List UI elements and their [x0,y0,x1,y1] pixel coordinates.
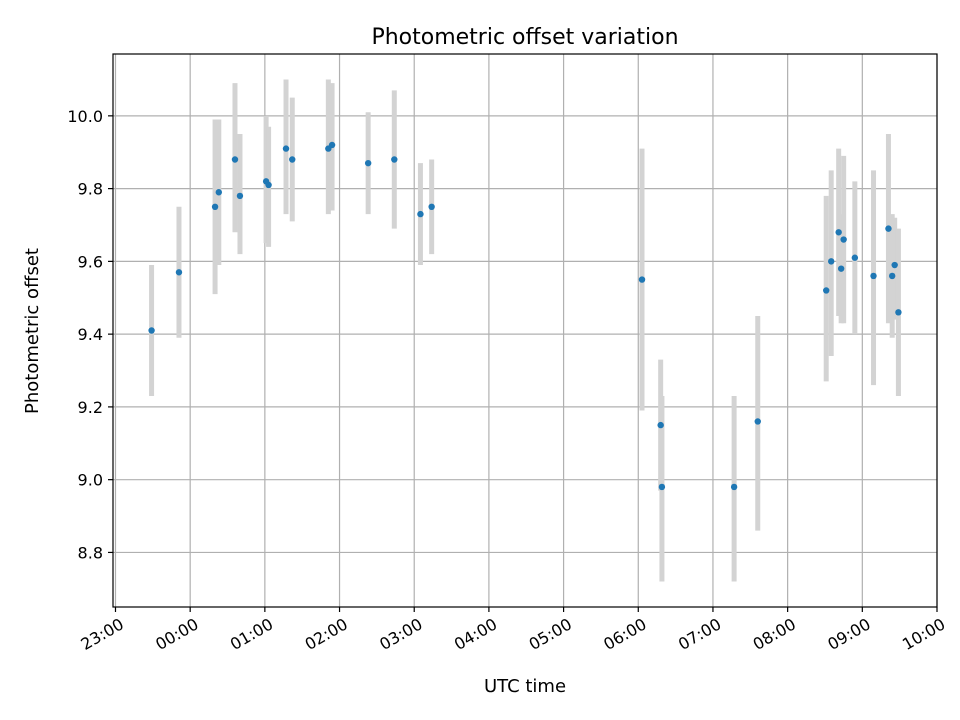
data-point [835,229,842,236]
data-point [837,265,845,272]
data-point [888,272,896,280]
y-tick-label: 9.6 [78,252,103,271]
data-point [175,269,183,276]
data-point [754,418,761,425]
point-layer [148,141,902,491]
y-tick-label: 9.4 [78,325,103,344]
data-point [870,272,877,280]
data-point [211,203,219,211]
data-point [730,483,738,491]
data-point [658,483,666,491]
data-point [282,145,290,152]
data-point [265,181,272,189]
data-point [417,210,424,218]
data-point [236,192,244,200]
y-tick-label: 9.2 [78,398,103,417]
data-point [823,287,830,294]
data-point [328,141,336,149]
data-point [231,156,239,163]
data-point [827,258,835,265]
chart-title: Photometric offset variation [371,25,678,50]
data-point [885,225,892,232]
y-tick-label: 10.0 [67,107,103,126]
data-point [657,421,664,429]
data-point [638,276,646,283]
data-point [891,261,898,269]
data-point [215,189,223,196]
data-point [840,236,847,243]
y-tick-label: 8.8 [78,543,103,562]
data-point [148,327,155,334]
y-tick-label: 9.0 [78,471,103,490]
data-point [289,156,296,163]
data-point [895,309,902,316]
x-axis-label: UTC time [484,676,566,697]
plot-frame [112,53,938,608]
data-point [391,156,398,163]
data-point [364,159,372,167]
data-point [428,203,435,211]
y-axis-label: Photometric offset [22,248,43,414]
y-tick-label: 9.8 [78,180,103,199]
data-point [851,254,859,261]
